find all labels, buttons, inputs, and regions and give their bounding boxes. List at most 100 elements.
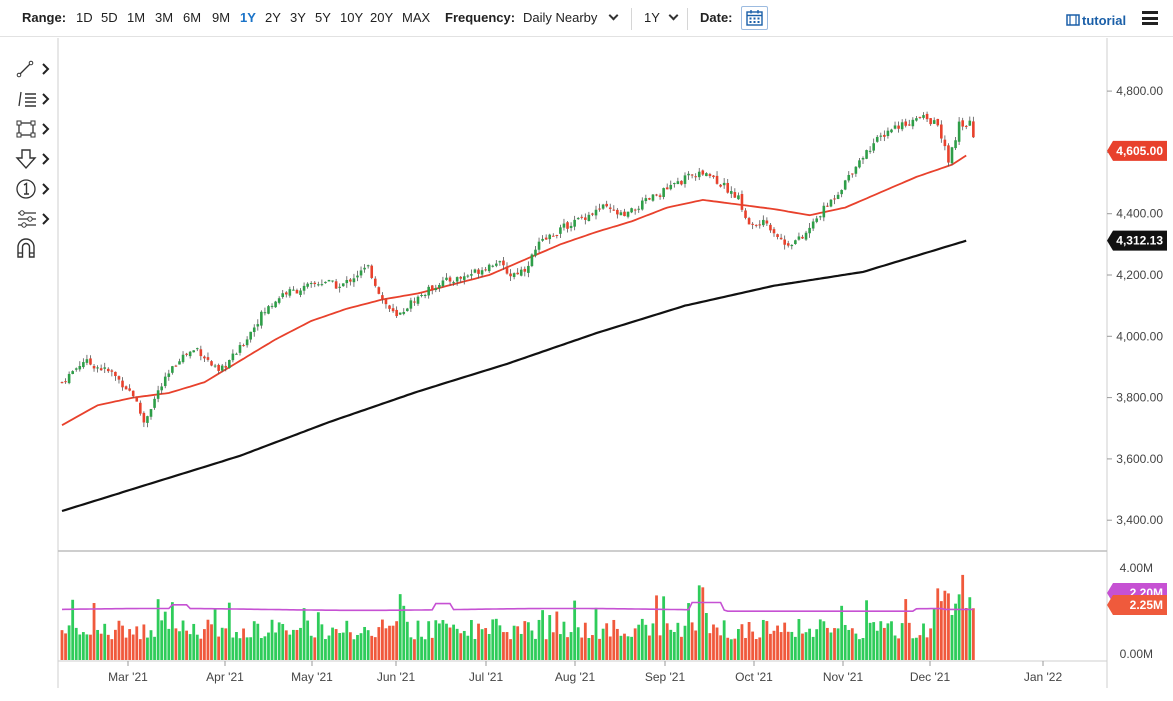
volume-bar [245, 637, 249, 660]
candle-body [644, 198, 648, 202]
time-tick-label: Jan '22 [1024, 670, 1063, 684]
price-tick-label: 3,800.00 [1116, 391, 1163, 405]
range-3m-button[interactable]: 3M [155, 10, 174, 25]
volume-bar [203, 629, 206, 660]
candle-body [680, 180, 683, 185]
candle-body [188, 351, 192, 357]
volume-bar [854, 633, 858, 660]
volume-bar [751, 631, 755, 660]
volume-bar [71, 599, 75, 660]
volume-bar [484, 628, 488, 660]
range-5d-button[interactable]: 5D [101, 10, 118, 25]
number-marker-tool[interactable] [14, 177, 54, 201]
volume-bar [576, 627, 580, 660]
candle-body [192, 350, 196, 353]
candle-body [317, 284, 320, 286]
volume-bar [352, 639, 356, 660]
candle-body [815, 218, 819, 222]
candle-body [580, 216, 584, 218]
volume-bar [309, 635, 313, 660]
volume-bar [608, 636, 612, 660]
volume-bar [648, 635, 651, 660]
candle-body [548, 234, 552, 240]
candle-body [135, 397, 139, 402]
candle-body [601, 204, 605, 209]
volume-bar [808, 628, 811, 660]
volume-bar [366, 630, 370, 660]
period-select[interactable]: 1Y [644, 10, 660, 25]
range-1y-button[interactable]: 1Y [240, 10, 256, 25]
volume-bar [334, 629, 338, 660]
tutorial-link[interactable]: tutorial [1066, 13, 1126, 28]
date-picker-button[interactable] [741, 6, 768, 30]
candle-body [612, 209, 616, 211]
candle-body [441, 280, 445, 287]
range-5y-button[interactable]: 5Y [315, 10, 331, 25]
volume-bar [313, 637, 317, 660]
volume-bar [388, 625, 391, 660]
ma50-series [61, 154, 967, 426]
candle-body [925, 113, 929, 120]
candle-body [92, 365, 96, 369]
volume-average-line [61, 601, 974, 612]
rectangle-tool[interactable] [14, 117, 54, 141]
arrow-tool[interactable] [14, 147, 54, 171]
range-1m-button[interactable]: 1M [127, 10, 146, 25]
volume-bar [847, 629, 851, 660]
candle-body [818, 216, 822, 218]
volume-bar [60, 630, 64, 660]
candle-body [82, 362, 85, 368]
tutorial-label[interactable]: tutorial [1082, 13, 1127, 28]
volume-bar [78, 634, 82, 660]
range-10y-button[interactable]: 10Y [340, 10, 364, 25]
range-max-button[interactable]: MAX [402, 10, 431, 25]
hamburger-menu-icon[interactable] [1142, 11, 1158, 25]
volume-bar [373, 637, 377, 660]
volume-bar [729, 639, 733, 660]
candle-body [637, 208, 641, 210]
settings-tool[interactable] [14, 207, 54, 231]
magnet-tool[interactable] [14, 236, 54, 260]
range-6m-button[interactable]: 6M [183, 10, 202, 25]
price-tick-label: 4,000.00 [1116, 329, 1163, 343]
volume-bar [142, 624, 146, 660]
volume-bar [886, 623, 890, 660]
volume-bar [494, 618, 498, 660]
candle-body [676, 181, 680, 185]
fibonacci-tool[interactable] [14, 87, 54, 111]
volume-bar [662, 596, 666, 660]
volume-bar [793, 636, 797, 660]
last-price-tag: 4,605.00 [1116, 144, 1163, 158]
candle-body [445, 277, 448, 280]
candle-body [121, 380, 124, 388]
candle-body [331, 280, 334, 282]
range-3y-button[interactable]: 3Y [290, 10, 306, 25]
volume-bar [519, 633, 523, 660]
candle-body [384, 299, 388, 305]
volume-bar [316, 612, 320, 660]
time-tick-label: Sep '21 [645, 670, 686, 684]
candle-body [940, 124, 943, 139]
range-20y-button[interactable]: 20Y [370, 10, 394, 25]
candle-body [673, 183, 676, 185]
volume-bar [131, 634, 135, 660]
frequency-select[interactable]: Daily Nearby [523, 10, 598, 25]
volume-bar [487, 633, 491, 660]
candle-body [701, 170, 705, 175]
range-1d-button[interactable]: 1D [76, 10, 93, 25]
volume-bar [665, 623, 669, 660]
volume-bar [815, 629, 819, 660]
volume-bar [455, 628, 459, 660]
trendline-tool[interactable] [14, 57, 54, 81]
candle-body [961, 120, 964, 127]
trendline-icon [16, 60, 50, 78]
volume-bar [138, 639, 142, 660]
time-tick-label: May '21 [291, 670, 333, 684]
volume-tick-label: 0.00M [1120, 647, 1153, 661]
candle-body [99, 368, 103, 371]
volume-bar [961, 574, 965, 660]
volume-bar [320, 624, 324, 660]
range-9m-button[interactable]: 9M [212, 10, 231, 25]
range-2y-button[interactable]: 2Y [265, 10, 281, 25]
